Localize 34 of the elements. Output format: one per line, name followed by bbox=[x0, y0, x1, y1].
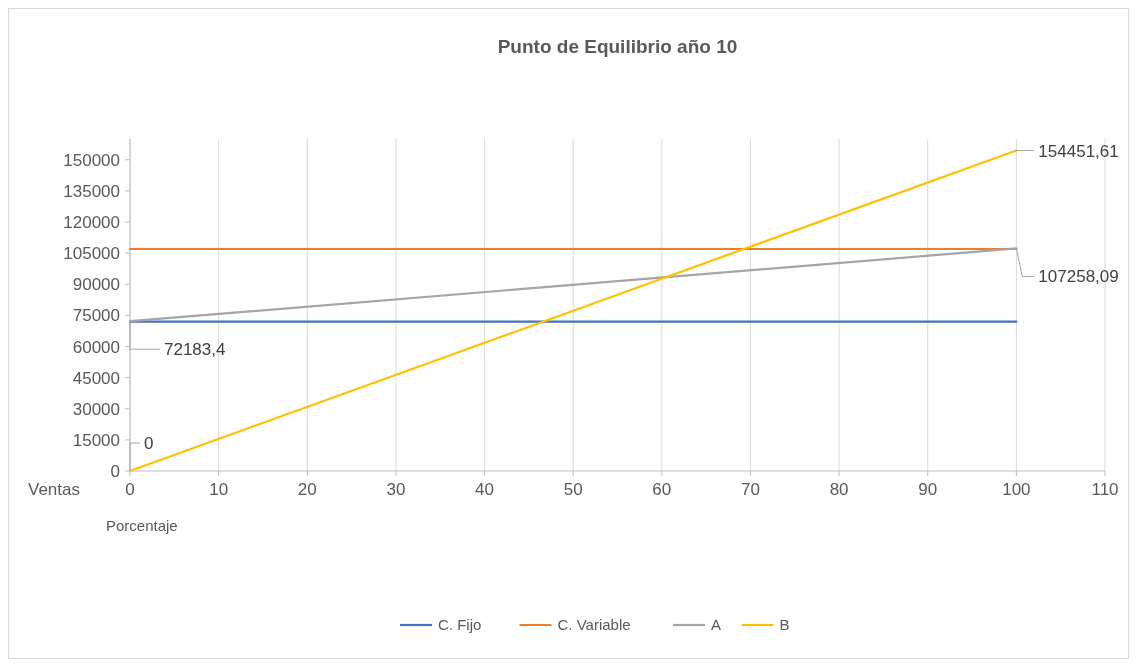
y-tick-label: 60000 bbox=[72, 337, 120, 357]
y-tick-label: 15000 bbox=[72, 430, 120, 450]
x-tick-label: 100 bbox=[1002, 480, 1031, 499]
x-tick-label: 80 bbox=[829, 480, 849, 499]
x-tick-label: 20 bbox=[297, 480, 317, 499]
x-tick-label: 60 bbox=[652, 480, 672, 499]
legend-label: A bbox=[711, 616, 722, 633]
x-tick-label: 50 bbox=[563, 480, 583, 499]
data-label: 154451,61 bbox=[1038, 141, 1119, 161]
y-axis-title: Ventas bbox=[28, 480, 80, 499]
y-tick-label: 75000 bbox=[72, 306, 120, 326]
data-label: 0 bbox=[144, 434, 154, 453]
x-tick-label: 40 bbox=[475, 480, 495, 499]
x-tick-label: 30 bbox=[386, 480, 406, 499]
y-tick-label: 30000 bbox=[72, 399, 120, 419]
x-tick-label: 90 bbox=[918, 480, 938, 499]
y-tick-label: 90000 bbox=[72, 275, 120, 295]
x-axis-title: Porcentaje bbox=[106, 517, 178, 534]
x-tick-label: 110 bbox=[1091, 480, 1119, 499]
y-tick-label: 0 bbox=[110, 462, 120, 481]
chart-title: Punto de Equilibrio año 10 bbox=[497, 36, 738, 57]
legend-label: B bbox=[779, 616, 790, 633]
data-label: 107258,09 bbox=[1038, 267, 1119, 287]
y-tick-label: 135000 bbox=[63, 181, 120, 201]
x-tick-label: 10 bbox=[209, 480, 229, 499]
legend-label: C. Fijo bbox=[438, 616, 482, 633]
x-tick-label: 0 bbox=[125, 480, 135, 499]
x-tick-label: 70 bbox=[740, 480, 760, 499]
y-tick-label: 120000 bbox=[63, 213, 120, 232]
data-label: 72183,4 bbox=[164, 340, 226, 360]
legend-label: C. Variable bbox=[557, 616, 631, 633]
y-tick-label: 45000 bbox=[72, 368, 120, 388]
y-tick-label: 150000 bbox=[63, 150, 120, 170]
y-tick-label: 105000 bbox=[63, 244, 120, 264]
